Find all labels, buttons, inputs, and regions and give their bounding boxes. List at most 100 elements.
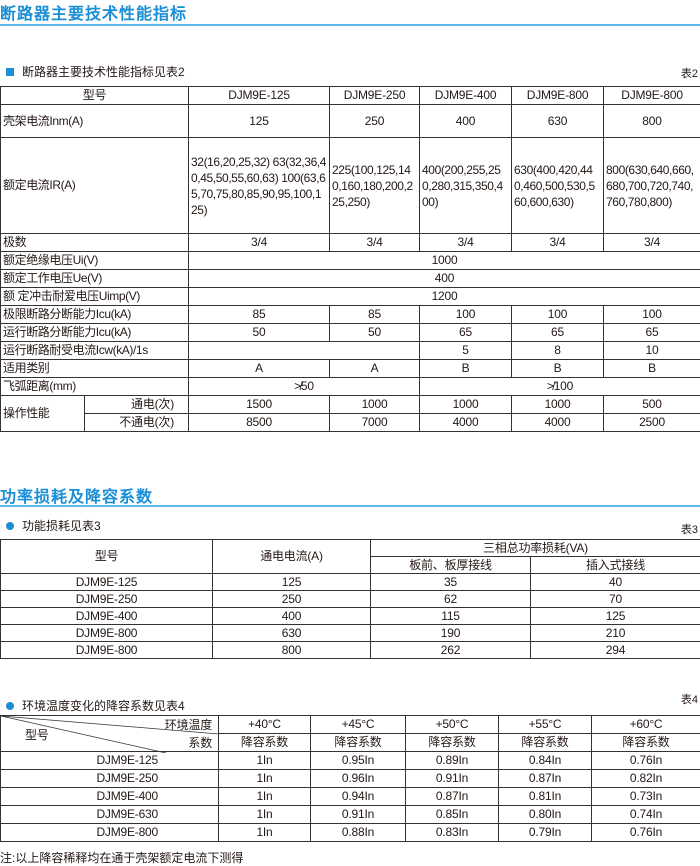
model-cell: DJM9E-800 [1, 625, 213, 642]
round-bullet-icon [6, 702, 14, 710]
header-model-label: 型号 [25, 728, 49, 743]
table-header-row: 环境温度 系数 型号 +40°C +45°C +50°C +55°C +60°C [1, 716, 700, 734]
footnote: 注:以上降容稀释均在通于壳架额定电流下测得 [0, 849, 243, 866]
cell: 8500 [189, 414, 330, 432]
table3-caption-text: 功能损耗见表3 [22, 519, 101, 533]
cell: 800(630,640,660,680,700,720,740,760,780,… [604, 138, 700, 234]
cell: ≯50 [189, 378, 420, 396]
row-label: 额定工作电压Ue(V) [1, 270, 189, 288]
header-cell: 降容系数 [219, 734, 311, 752]
cell: 125 [213, 574, 371, 591]
derating-table: 环境温度 系数 型号 +40°C +45°C +50°C +55°C +60°C… [0, 715, 700, 842]
cell: 262 [371, 642, 531, 659]
cell: 0.76In [592, 824, 700, 842]
cell: B [512, 360, 604, 378]
cell: 40 [531, 574, 700, 591]
cell: 0.89In [406, 752, 499, 770]
section-divider [0, 505, 700, 507]
table-row: 额定电流IR(A) 32(16,20,25,32) 63(32,36,40,45… [1, 138, 700, 234]
cell: ≯100 [420, 378, 700, 396]
row-label: 额定绝缘电压Ui(V) [1, 252, 189, 270]
cell [189, 342, 420, 360]
table-header-row: 型号 通电电流(A) 三相总功率损耗(VA) [1, 540, 700, 557]
cell: 4000 [420, 414, 512, 432]
cell: 100 [512, 306, 604, 324]
cell: 0.81In [499, 788, 592, 806]
table-row: 运行断路耐受电流Icw(kA)/1s 5 8 10 [1, 342, 700, 360]
model-cell: DJM9E-125 [1, 574, 213, 591]
table-row: 不通电(次) 8500 7000 4000 4000 2500 [1, 414, 700, 432]
row-label: 运行断路耐受电流Icw(kA)/1s [1, 342, 189, 360]
header-cell: 板前、板厚接线 [371, 557, 531, 574]
cell: A [330, 360, 420, 378]
header-cell: +55°C [499, 716, 592, 734]
header-cell: 降容系数 [311, 734, 406, 752]
model-cell: DJM9E-250 [1, 591, 213, 608]
model-cell: DJM9E-630 [1, 806, 219, 824]
cell: 32(16,20,25,32) 63(32,36,40,45,50,55,60,… [189, 138, 330, 234]
cell: 0.76In [592, 752, 700, 770]
table2-number: 表2 [681, 65, 698, 81]
cell: 630 [213, 625, 371, 642]
cell: 65 [604, 324, 700, 342]
cell: 250 [330, 105, 420, 138]
cell: 7000 [330, 414, 420, 432]
row-label: 运行断路分断能力Icu(kA) [1, 324, 189, 342]
cell: 1000 [189, 252, 700, 270]
model-cell: DJM9E-400 [1, 788, 219, 806]
header-coef-label: 系数 [188, 736, 212, 751]
cell: 0.82In [592, 770, 700, 788]
cell: 125 [531, 608, 700, 625]
cell: 10 [604, 342, 700, 360]
cell: 125 [189, 105, 330, 138]
cell: 85 [330, 306, 420, 324]
cell: 1200 [189, 288, 700, 306]
cell: 115 [371, 608, 531, 625]
cell: 100 [604, 306, 700, 324]
section-divider [0, 24, 700, 26]
header-cell: 降容系数 [592, 734, 700, 752]
cell: 0.87In [499, 770, 592, 788]
header-cell: DJM9E-800 [512, 87, 604, 105]
cell: 210 [531, 625, 700, 642]
cell: 0.94In [311, 788, 406, 806]
cell: 0.83In [406, 824, 499, 842]
row-label: 极限断路分断能力Icu(kA) [1, 306, 189, 324]
cell: 0.91In [406, 770, 499, 788]
row-label: 壳架电流Inm(A) [1, 105, 189, 138]
section-title-power-loss: 功率损耗及降容系数 [0, 483, 153, 507]
cell: B [604, 360, 700, 378]
cell: 2500 [604, 414, 700, 432]
header-cell: 通电电流(A) [213, 540, 371, 574]
diagonal-header-cell: 环境温度 系数 型号 [1, 716, 219, 752]
table-row: 额 定冲击耐爱电压Uimp(V)1200 [1, 288, 700, 306]
cell: 0.85In [406, 806, 499, 824]
header-cell: +50°C [406, 716, 499, 734]
model-cell: DJM9E-400 [1, 608, 213, 625]
row-sublabel: 不通电(次) [85, 414, 189, 432]
cell: 0.95In [311, 752, 406, 770]
cell: 400(200,255,250,280,315,350,400) [420, 138, 512, 234]
cell: B [420, 360, 512, 378]
header-cell: 型号 [1, 87, 189, 105]
cell: 35 [371, 574, 531, 591]
cell: 1000 [420, 396, 512, 414]
table3-caption: 功能损耗见表3 [6, 517, 101, 534]
table-header-row: 型号 DJM9E-125 DJM9E-250 DJM9E-400 DJM9E-8… [1, 87, 700, 105]
row-label: 适用类别 [1, 360, 189, 378]
table4-caption-text: 环境温度变化的降容系数见表4 [22, 699, 185, 713]
row-label: 额定电流IR(A) [1, 138, 189, 234]
header-cell: 降容系数 [406, 734, 499, 752]
cell: 400 [189, 270, 700, 288]
cell: 1In [219, 806, 311, 824]
table-row: 额定绝缘电压Ui(V)1000 [1, 252, 700, 270]
cell: 3/4 [189, 234, 330, 252]
row-label: 飞弧距离(mm) [1, 378, 189, 396]
